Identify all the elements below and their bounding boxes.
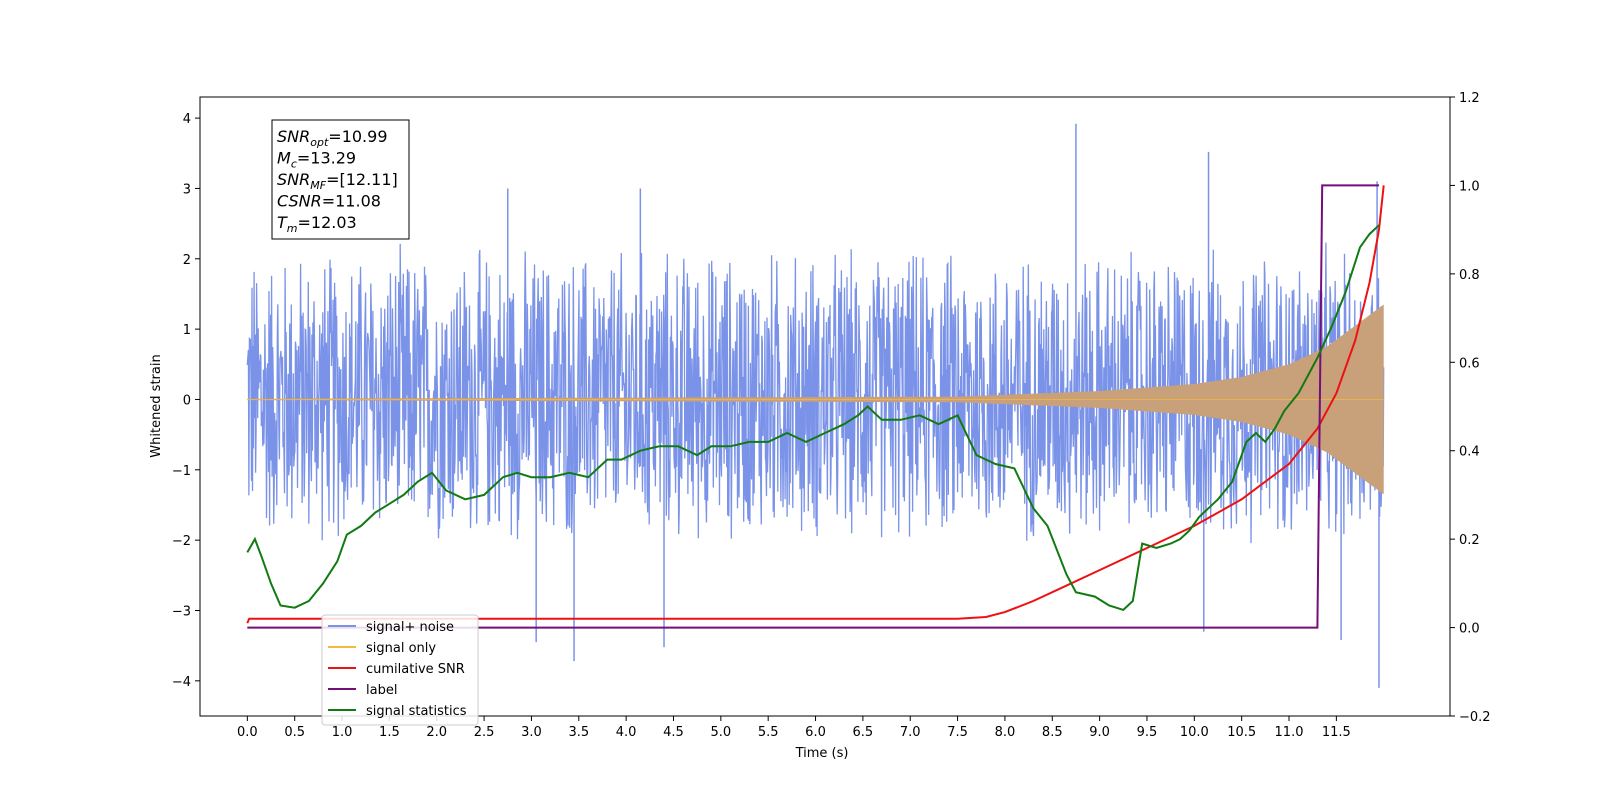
y-tick-label: 2 [183,253,191,268]
x-tick-label: 10.0 [1180,725,1209,740]
series-label-line [247,184,1379,629]
y-tick-label: 1 [183,323,191,338]
y2-tick-label: 0.0 [1459,622,1480,637]
x-tick-label: 0.0 [237,725,258,740]
x-tick-label: 9.5 [1137,725,1158,740]
x-tick-label: 7.5 [947,725,968,740]
y2-tick-label: 0.6 [1459,356,1480,371]
legend-label: cumilative SNR [366,662,465,677]
plot-area [246,123,1385,688]
x-tick-label: 6.5 [853,725,874,740]
annotation-line: Tm=12.03 [277,213,357,235]
x-tick-label: 10.5 [1227,725,1256,740]
x-tick-label: 3.0 [521,725,542,740]
x-tick-label: 3.5 [568,725,589,740]
x-tick-label: 2.5 [474,725,495,740]
stats-annotation: SNRopt=10.99Mc=13.29SNRMF=[12.11]CSNR=11… [271,119,410,240]
x-tick-label: 5.0 [710,725,731,740]
x-axis-label: Time (s) [795,746,849,761]
y-tick-label: 3 [183,182,191,197]
x-tick-label: 8.0 [995,725,1016,740]
annotation-frame [271,119,410,240]
y2-tick-label: 0.2 [1459,533,1480,548]
x-tick-label: 9.0 [1089,725,1110,740]
y-axis-left: −4 −3 −2 −1 0 1 2 3 4 [172,112,200,690]
y-tick-label: −1 [172,464,191,479]
x-tick-label: 8.5 [1042,725,1063,740]
y2-tick-label: 0.8 [1459,268,1480,283]
legend-label: signal+ noise [366,620,454,635]
x-tick-label: 7.0 [900,725,921,740]
x-tick-label: 11.5 [1322,725,1351,740]
y-axis-label: Whitened strain [149,354,164,457]
annotation-line: Mc=13.29 [277,149,356,171]
x-tick-label: 2.0 [426,725,447,740]
y2-tick-label: −0.2 [1459,710,1491,725]
series-signal-statistics-line [246,224,1380,612]
y-tick-label: 0 [183,393,191,408]
y-tick-label: −3 [172,604,191,619]
annotation-line: SNRopt=10.99 [277,127,388,149]
annotation-line: CSNR=11.08 [277,192,381,211]
y-tick-label: −4 [172,675,191,690]
x-tick-label: 4.0 [616,725,637,740]
legend-label: signal only [366,641,436,656]
y-tick-label: 4 [183,112,191,127]
y2-tick-label: 1.0 [1459,179,1480,194]
x-tick-label: 1.0 [332,725,353,740]
x-tick-label: 4.5 [663,725,684,740]
x-tick-label: 11.0 [1275,725,1304,740]
x-tick-label: 6.0 [805,725,826,740]
y-axis-right: −0.2 0.0 0.2 0.4 0.6 0.8 1.0 1.2 [1450,91,1491,725]
x-tick-label: 1.5 [379,725,400,740]
x-axis: 0.0 0.5 1.0 1.5 2.0 2.5 3.0 3.5 4.0 4.5 5.0 5.5 6.0 6… [237,716,1351,740]
legend: signal+ noise signal only cumilative SNR la… [321,614,479,726]
series-cumilative-snr-line [246,185,1385,624]
legend-label: signal statistics [366,704,467,719]
y2-tick-label: 1.2 [1459,91,1480,106]
y-tick-label: −2 [172,534,191,549]
axes-frame [199,96,1451,717]
x-tick-label: 0.5 [284,725,305,740]
y2-tick-label: 0.4 [1459,445,1480,460]
legend-label: label [366,683,397,698]
legend-frame [321,614,479,726]
x-tick-label: 5.5 [758,725,779,740]
annotation-line: SNRMF=[12.11] [277,170,398,192]
series-signal-noise-line [246,242,1385,544]
